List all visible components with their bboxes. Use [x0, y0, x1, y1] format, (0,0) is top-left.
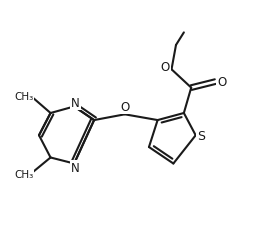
Text: N: N — [71, 161, 80, 174]
Text: N: N — [71, 96, 80, 109]
Text: O: O — [217, 76, 226, 89]
Text: S: S — [198, 129, 206, 142]
Text: CH₃: CH₃ — [14, 169, 34, 179]
Text: O: O — [161, 61, 170, 74]
Text: CH₃: CH₃ — [14, 91, 34, 101]
Text: O: O — [120, 101, 129, 114]
